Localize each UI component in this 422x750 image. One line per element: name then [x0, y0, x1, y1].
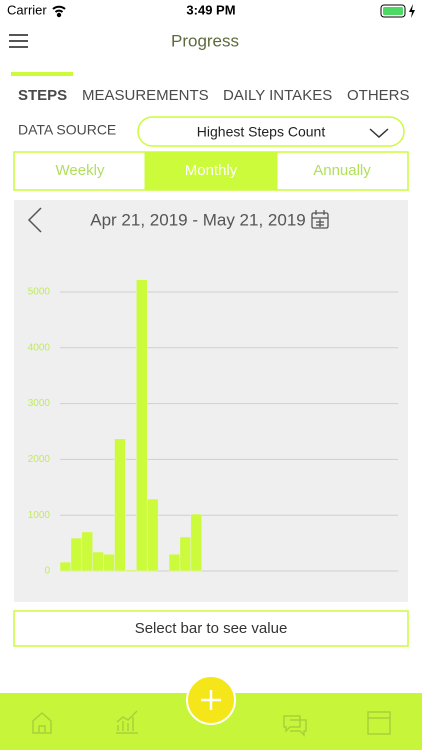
bar — [81, 531, 93, 572]
data-source-label: DATA SOURCE — [18, 122, 116, 138]
bar — [179, 536, 192, 572]
bar — [146, 498, 159, 572]
chat-icon[interactable] — [283, 715, 307, 737]
date-range: Apr 21, 2019 - May 21, 2019 — [90, 210, 305, 229]
header-title: Progress — [171, 31, 239, 50]
y-tick-label: 5000 — [28, 287, 51, 298]
period-option[interactable]: Monthly — [185, 162, 238, 179]
calendar-tab-icon[interactable] — [367, 711, 391, 735]
dropdown-chevron — [369, 128, 389, 139]
battery-icon — [380, 4, 415, 18]
y-tick-label: 2000 — [28, 454, 51, 465]
select-button-label: Select bar to see value — [135, 620, 288, 637]
bar — [190, 513, 202, 572]
bar — [136, 279, 148, 572]
menu-button[interactable] — [9, 34, 28, 48]
chart: 0 1000 2000 3000 4000 5000 — [28, 279, 398, 577]
y-tick-label: 3000 — [28, 398, 51, 409]
clock: 3:49 PM — [186, 2, 235, 17]
select-button[interactable] — [13, 610, 409, 647]
calendar-icon[interactable] — [311, 210, 329, 229]
period-selected — [145, 152, 277, 190]
stats-icon[interactable] — [116, 710, 138, 734]
period-option[interactable]: Weekly — [56, 162, 105, 179]
previous-button[interactable] — [27, 207, 42, 233]
bar — [125, 569, 137, 572]
bar — [103, 554, 115, 572]
data-source-value: Highest Steps Count — [197, 124, 326, 140]
chart-panel — [14, 200, 408, 602]
tab[interactable]: STEPS — [18, 87, 67, 104]
wifi-icon — [52, 5, 66, 18]
add-icon — [201, 690, 221, 710]
bar — [114, 438, 126, 572]
bar — [59, 561, 72, 572]
bar — [168, 554, 181, 572]
carrier: Carrier — [7, 2, 47, 17]
bar — [70, 537, 83, 572]
y-tick-label: 0 — [44, 566, 50, 577]
data-source-dropdown[interactable] — [137, 116, 405, 147]
tab[interactable]: DAILY INTAKES — [223, 87, 332, 104]
y-tick-label: 1000 — [28, 510, 51, 521]
y-tick-label: 4000 — [28, 342, 51, 353]
period-option[interactable]: Annually — [313, 162, 371, 179]
bar — [92, 551, 104, 572]
tab[interactable]: MEASUREMENTS — [82, 87, 209, 104]
home-icon[interactable] — [32, 711, 52, 734]
tab[interactable]: OTHERS — [347, 87, 410, 104]
tab-indicator — [11, 72, 73, 76]
